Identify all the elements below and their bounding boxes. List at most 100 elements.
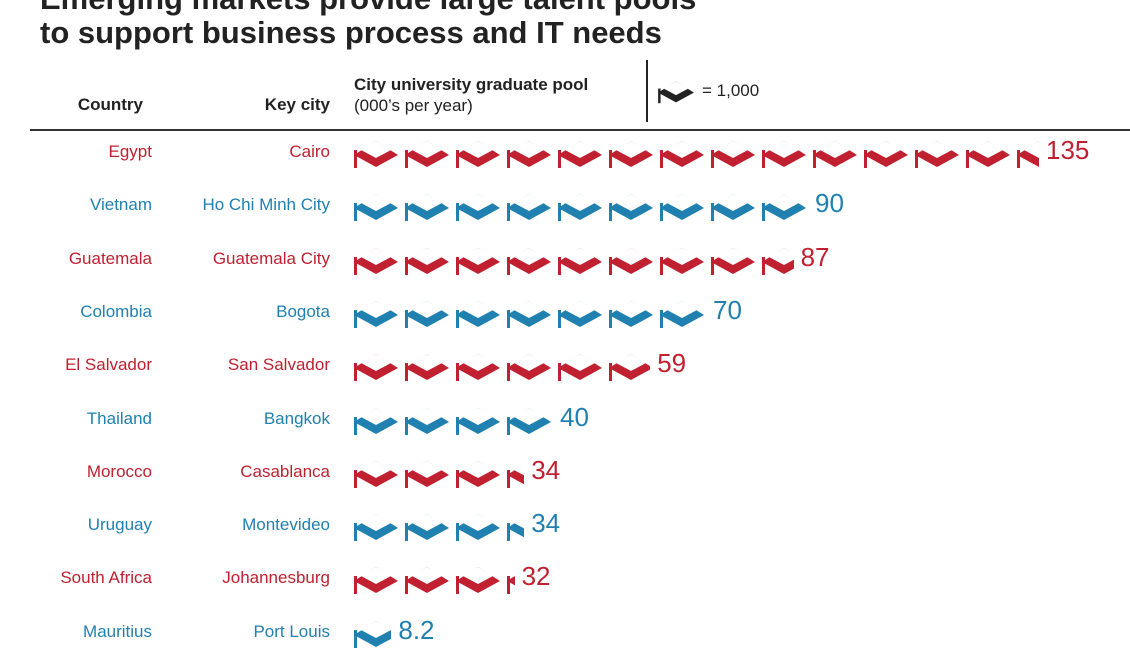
graduation-cap-icon <box>660 141 704 168</box>
legend: = 1,000 <box>656 78 759 104</box>
graduation-cap-icon <box>354 354 398 382</box>
graduation-cap-icon <box>558 141 602 168</box>
value-label: 87 <box>800 241 830 272</box>
graduate-pool-bar <box>352 457 527 489</box>
graduation-cap-icon <box>354 141 398 168</box>
graduation-cap-icon <box>761 247 794 275</box>
legend-divider <box>646 60 648 122</box>
city-label: Guatemala City <box>212 248 330 268</box>
chart-row: Egypt Cairo 135 <box>0 133 1130 173</box>
country-label: Thailand <box>86 408 152 428</box>
graduation-cap-icon <box>354 407 398 435</box>
value-label: 90 <box>815 188 844 219</box>
graduation-cap-icon <box>456 407 500 435</box>
graduation-cap-icon <box>456 514 500 542</box>
country-label: Vietnam <box>89 195 152 215</box>
country-label: Mauritius <box>83 621 152 641</box>
graduation-cap-icon <box>1017 141 1039 168</box>
value-label: 135 <box>1046 135 1090 165</box>
graduation-cap-icon <box>762 194 806 222</box>
graduation-cap-icon <box>354 514 398 542</box>
chart-row: Thailand Bangkok 40 <box>0 400 1130 440</box>
graduation-cap-icon <box>864 141 908 168</box>
graduation-cap-icon <box>660 247 704 275</box>
graduation-cap-icon <box>354 194 398 222</box>
value-label: 32 <box>521 561 551 592</box>
chart-row: Vietnam Ho Chi Minh City 90 <box>0 186 1130 226</box>
graduation-cap-icon <box>558 300 602 328</box>
graduation-cap-icon <box>354 460 398 488</box>
city-label: Cairo <box>289 142 330 161</box>
graduate-pool-unit: (000’s per year) <box>354 96 473 115</box>
graduation-cap-icon <box>711 141 755 168</box>
country-label: Morocco <box>86 461 152 481</box>
graduation-cap-icon <box>456 460 500 488</box>
graduate-pool-bar <box>352 617 394 649</box>
graduation-cap-icon <box>456 141 500 168</box>
city-label: Johannesburg <box>222 568 330 588</box>
graduation-cap-icon <box>609 194 653 222</box>
graduation-cap-icon <box>405 194 449 222</box>
country-label: Egypt <box>108 142 152 161</box>
value-label: 70 <box>713 294 742 325</box>
country-label: Uruguay <box>87 515 152 535</box>
value-label: 34 <box>531 508 561 539</box>
graduation-cap-icon <box>405 300 449 328</box>
graduation-cap-icon <box>813 141 857 168</box>
header-rule <box>30 129 1130 131</box>
graduation-cap-icon <box>456 567 500 595</box>
graduation-cap-icon <box>609 300 653 328</box>
graduation-cap-icon <box>507 300 551 328</box>
graduate-pool-bar <box>352 244 797 276</box>
graduation-cap-icon <box>966 141 1010 168</box>
city-label: San Salvador <box>227 355 330 375</box>
graduation-cap-icon <box>405 460 449 488</box>
column-header-city: Key city <box>264 95 330 114</box>
city-label: Ho Chi Minh City <box>202 195 330 215</box>
graduation-cap-icon <box>456 354 500 382</box>
graduate-pool-bar <box>352 510 527 542</box>
value-label: 40 <box>560 401 589 432</box>
graduation-cap-icon <box>353 620 392 648</box>
graduation-cap-icon <box>506 516 525 542</box>
graduation-cap-icon <box>660 194 704 222</box>
graduation-cap-icon <box>762 141 806 168</box>
graduation-cap-icon <box>507 407 551 435</box>
column-header-country: Country <box>77 95 143 114</box>
graduation-cap-icon <box>660 300 704 328</box>
graduation-cap-icon <box>405 354 449 382</box>
value-label: 34 <box>531 454 561 485</box>
graduation-cap-icon <box>558 247 602 275</box>
legend-label: = 1,000 <box>702 81 760 100</box>
title-line-1: Emerging markets provide large talent po… <box>40 0 1100 16</box>
city-label: Montevideo <box>242 515 330 535</box>
graduate-pool-bar <box>352 137 1042 169</box>
graduation-cap-icon <box>456 194 500 222</box>
graduation-cap-icon <box>507 141 551 168</box>
city-label: Bogota <box>276 301 330 321</box>
legend-graduation-cap-icon <box>658 81 694 104</box>
graduation-cap-icon <box>507 354 551 382</box>
graduation-cap-icon <box>506 576 515 595</box>
graduation-cap-icon <box>405 567 449 595</box>
graduation-cap-icon <box>456 300 500 328</box>
chart-row: Uruguay Montevideo 34 <box>0 506 1130 546</box>
graduate-pool-label: City university graduate pool <box>354 75 589 94</box>
chart-row: Guatemala Guatemala City 87 <box>0 240 1130 280</box>
chart-row: Colombia Bogota 70 <box>0 293 1130 333</box>
column-header-graduate-pool: City university graduate pool (000’s per… <box>354 74 588 116</box>
chart-row: Morocco Casablanca 34 <box>0 453 1130 493</box>
value-label: 8.2 <box>398 614 435 645</box>
graduation-cap-icon <box>711 247 755 275</box>
chart-row: Mauritius Port Louis 8.2 <box>0 613 1130 653</box>
country-label: El Salvador <box>65 355 152 375</box>
graduation-cap-icon <box>507 247 551 275</box>
graduation-cap-icon <box>354 567 398 595</box>
graduate-pool-bar <box>352 190 811 222</box>
country-label: Guatemala <box>68 248 152 268</box>
graduation-cap-icon <box>354 300 398 328</box>
chart-row: El Salvador San Salvador 59 <box>0 346 1130 386</box>
graduation-cap-icon <box>608 354 651 382</box>
graduation-cap-icon <box>405 247 449 275</box>
graduation-cap-icon <box>405 141 449 168</box>
